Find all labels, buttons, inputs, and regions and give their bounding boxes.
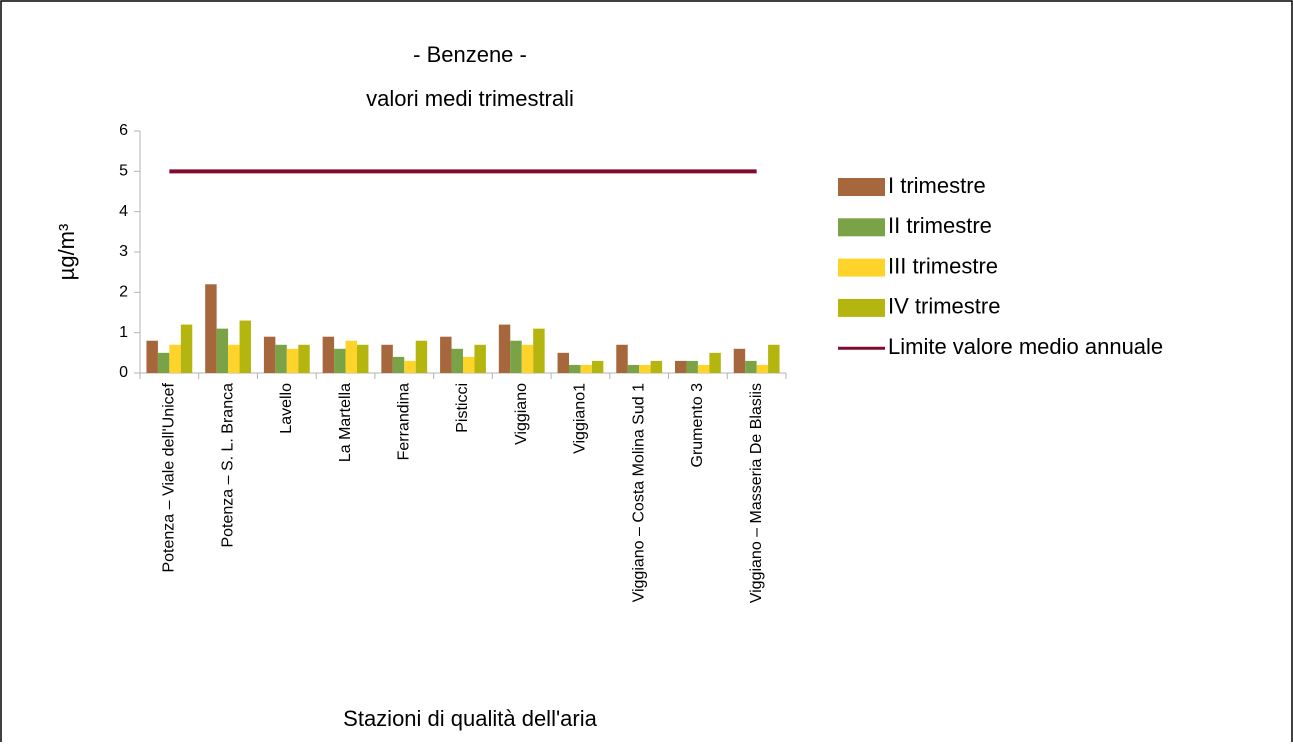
x-tick-label: Viggiano	[513, 383, 530, 445]
x-tick-label: Ferrandina	[395, 383, 412, 460]
bar	[228, 344, 240, 373]
legend-swatch	[838, 218, 885, 237]
bar	[157, 352, 170, 373]
legend-swatch	[838, 258, 885, 277]
bar	[569, 364, 581, 373]
bar	[205, 284, 217, 373]
x-tick-label: Grumento 3	[689, 383, 706, 468]
bar	[639, 364, 651, 373]
bar	[580, 364, 592, 373]
x-tick-label: Pisticci	[454, 383, 471, 433]
bar	[356, 344, 369, 373]
x-axis-title: Stazioni di qualità dell'aria	[343, 706, 597, 731]
bar	[345, 340, 357, 373]
legend-label: I trimestre	[888, 173, 986, 198]
bar	[216, 328, 229, 373]
bar	[381, 344, 393, 373]
legend-swatch	[838, 178, 885, 196]
bar	[591, 360, 604, 373]
bar	[451, 348, 463, 373]
bar	[756, 364, 769, 373]
bar	[510, 340, 522, 373]
y-tick-label: 4	[119, 203, 128, 220]
x-tick-label: Viggiano1	[572, 383, 589, 454]
legend-label: Limite valore medio annuale	[888, 334, 1163, 359]
bar	[286, 348, 299, 373]
bar	[733, 348, 746, 373]
y-tick-label: 0	[119, 364, 128, 381]
legend-label: II trimestre	[888, 213, 992, 238]
bar	[616, 344, 628, 373]
y-tick-label: 3	[119, 243, 128, 260]
y-tick-label: 6	[119, 122, 128, 139]
bar	[275, 344, 287, 373]
legend-label: III trimestre	[888, 253, 998, 278]
legend-swatch	[838, 298, 885, 317]
bar	[650, 360, 663, 373]
chart-subtitle: valori medi trimestrali	[366, 86, 574, 111]
bar	[745, 360, 757, 373]
bar	[521, 344, 534, 373]
bar	[463, 356, 475, 373]
legend-label: IV trimestre	[888, 294, 1000, 319]
bar	[474, 344, 486, 373]
bar	[334, 348, 346, 373]
x-tick-label: La Martella	[337, 383, 354, 462]
x-tick-label: Viggiano – Costa Molina Sud 1	[630, 383, 647, 603]
bar	[686, 360, 698, 373]
bar	[415, 340, 428, 373]
bar	[557, 352, 570, 373]
bar	[180, 324, 193, 373]
bar	[322, 336, 335, 373]
bar	[392, 356, 405, 373]
bar	[533, 328, 545, 373]
x-tick-label: Lavello	[278, 383, 295, 434]
bar	[627, 364, 640, 373]
chart-title: - Benzene -	[413, 42, 527, 67]
bar	[404, 360, 416, 373]
y-tick-label: 5	[119, 163, 128, 180]
y-tick-label: 1	[119, 324, 128, 341]
bar	[697, 364, 710, 373]
bar	[169, 344, 181, 373]
x-tick-label: Potenza – S. L. Branca	[219, 383, 236, 548]
bar	[263, 336, 276, 373]
x-tick-label: Potenza – Viale dell'Unicef	[161, 382, 178, 572]
bar	[709, 352, 721, 373]
bar	[498, 324, 511, 373]
bar	[298, 344, 310, 373]
y-tick-label: 2	[119, 284, 128, 301]
x-tick-label: Viggiano – Masseria De Blasiis	[748, 383, 765, 603]
bar	[146, 340, 158, 373]
bar	[768, 344, 780, 373]
y-axis-title: µg/m³	[54, 224, 79, 281]
bar	[440, 336, 452, 373]
bar	[239, 320, 251, 373]
bar	[675, 360, 687, 373]
